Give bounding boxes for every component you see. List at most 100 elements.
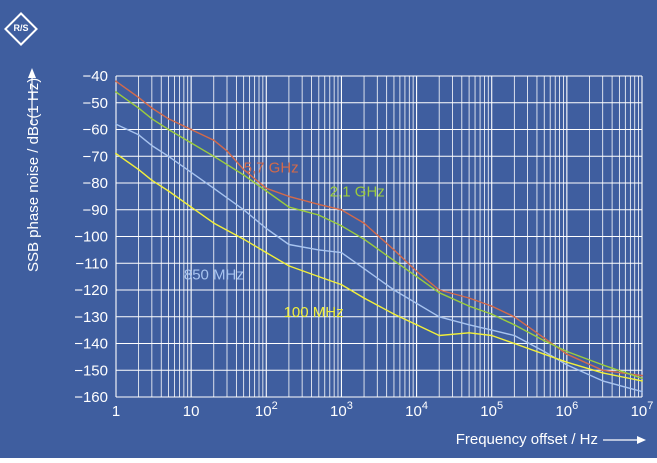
series-point <box>317 214 320 217</box>
series-point <box>167 128 170 131</box>
x-axis-title: Frequency offset / Hz <box>456 431 598 448</box>
series-point <box>601 380 604 382</box>
series-point <box>265 187 268 190</box>
series-line <box>115 123 643 393</box>
series-point <box>543 353 546 356</box>
series-point <box>566 361 568 364</box>
series-point <box>601 364 604 366</box>
series-point <box>340 283 343 286</box>
y-tick-label: −100 <box>74 229 108 246</box>
series-point <box>115 152 117 155</box>
series-point <box>393 249 395 251</box>
series-point <box>438 315 441 318</box>
series-point <box>115 91 117 93</box>
x-axis-arrowhead <box>637 436 646 444</box>
series-point <box>513 315 516 318</box>
series-point <box>490 305 493 307</box>
series-point <box>190 128 193 131</box>
y-tick-label: −130 <box>74 309 108 326</box>
x-tick-label: 10 <box>183 403 200 420</box>
y-axis-title: SSB phase noise / dBc(1 Hz) <box>25 78 42 272</box>
series-point <box>288 243 290 246</box>
series-point <box>242 238 245 241</box>
series-point <box>543 337 546 339</box>
series-point <box>363 297 365 299</box>
series-point <box>513 323 516 326</box>
series-point <box>212 155 215 158</box>
series-point <box>415 275 418 278</box>
series-point <box>468 305 470 307</box>
series-point <box>190 142 193 144</box>
series-point <box>265 251 268 254</box>
series-point <box>543 339 546 342</box>
series-point <box>641 377 643 380</box>
svg-text:R/S: R/S <box>13 23 28 33</box>
y-tick-label: −60 <box>83 122 108 139</box>
series-point <box>115 123 117 126</box>
series-point <box>265 227 268 230</box>
x-tick-exponent: 6 <box>572 400 578 412</box>
series-label: 5,7 GHz <box>244 159 299 176</box>
series-point <box>190 206 193 209</box>
series-point <box>340 251 343 254</box>
series-point <box>167 155 170 158</box>
series-point <box>415 270 418 273</box>
y-tick-label: −140 <box>74 336 108 353</box>
series-point <box>317 275 320 278</box>
series-point <box>317 203 320 206</box>
series-point <box>137 133 140 136</box>
series-point <box>641 380 643 382</box>
x-tick-label: 1 <box>112 403 120 420</box>
y-axis-arrowhead <box>28 68 36 78</box>
series-point <box>513 334 516 337</box>
y-tick-label: −90 <box>83 202 108 219</box>
series-point <box>393 313 395 315</box>
series-label: 2,1 GHz <box>330 183 385 200</box>
series-point <box>151 117 153 120</box>
series-point <box>490 313 493 315</box>
y-tick-label: −110 <box>75 255 108 272</box>
series-point <box>167 190 170 192</box>
y-tick-label: −150 <box>74 362 108 379</box>
series-point <box>151 107 153 109</box>
series-point <box>566 353 568 356</box>
series-point <box>601 372 604 374</box>
series-point <box>543 350 546 353</box>
series-point <box>190 171 193 174</box>
x-tick-exponent: 2 <box>272 400 278 412</box>
series-point <box>601 369 604 372</box>
series-point <box>242 208 245 211</box>
x-tick-exponent: 5 <box>497 400 503 412</box>
series-line <box>115 153 643 382</box>
y-tick-label: −50 <box>83 95 108 112</box>
series-point <box>242 174 245 176</box>
series-label: 850 MHz <box>184 266 244 283</box>
series-point <box>393 289 395 291</box>
y-tick-label: −160 <box>74 389 108 406</box>
y-tick-label: −40 <box>83 68 108 85</box>
series-point <box>288 265 290 267</box>
series-line <box>115 91 643 379</box>
series-point <box>468 297 470 299</box>
series-point <box>167 117 170 120</box>
series-point <box>317 249 320 251</box>
series-point <box>242 168 245 171</box>
y-tick-label: −80 <box>83 175 108 192</box>
series-point <box>115 80 117 83</box>
series-point <box>415 302 418 305</box>
series-point <box>438 334 441 337</box>
series-point <box>340 224 343 227</box>
series-layer <box>115 80 643 393</box>
series-point <box>363 267 365 270</box>
series-point <box>137 107 140 109</box>
series-point <box>265 190 268 192</box>
series-labels: 5,7 GHz 2,1 GHz 850 MHz 100 MHz <box>184 159 385 320</box>
series-point <box>137 96 140 99</box>
series-point <box>212 139 215 142</box>
series-point <box>226 150 228 152</box>
x-tick-exponent: 7 <box>647 400 653 412</box>
series-point <box>438 291 441 294</box>
series-point <box>340 208 343 211</box>
